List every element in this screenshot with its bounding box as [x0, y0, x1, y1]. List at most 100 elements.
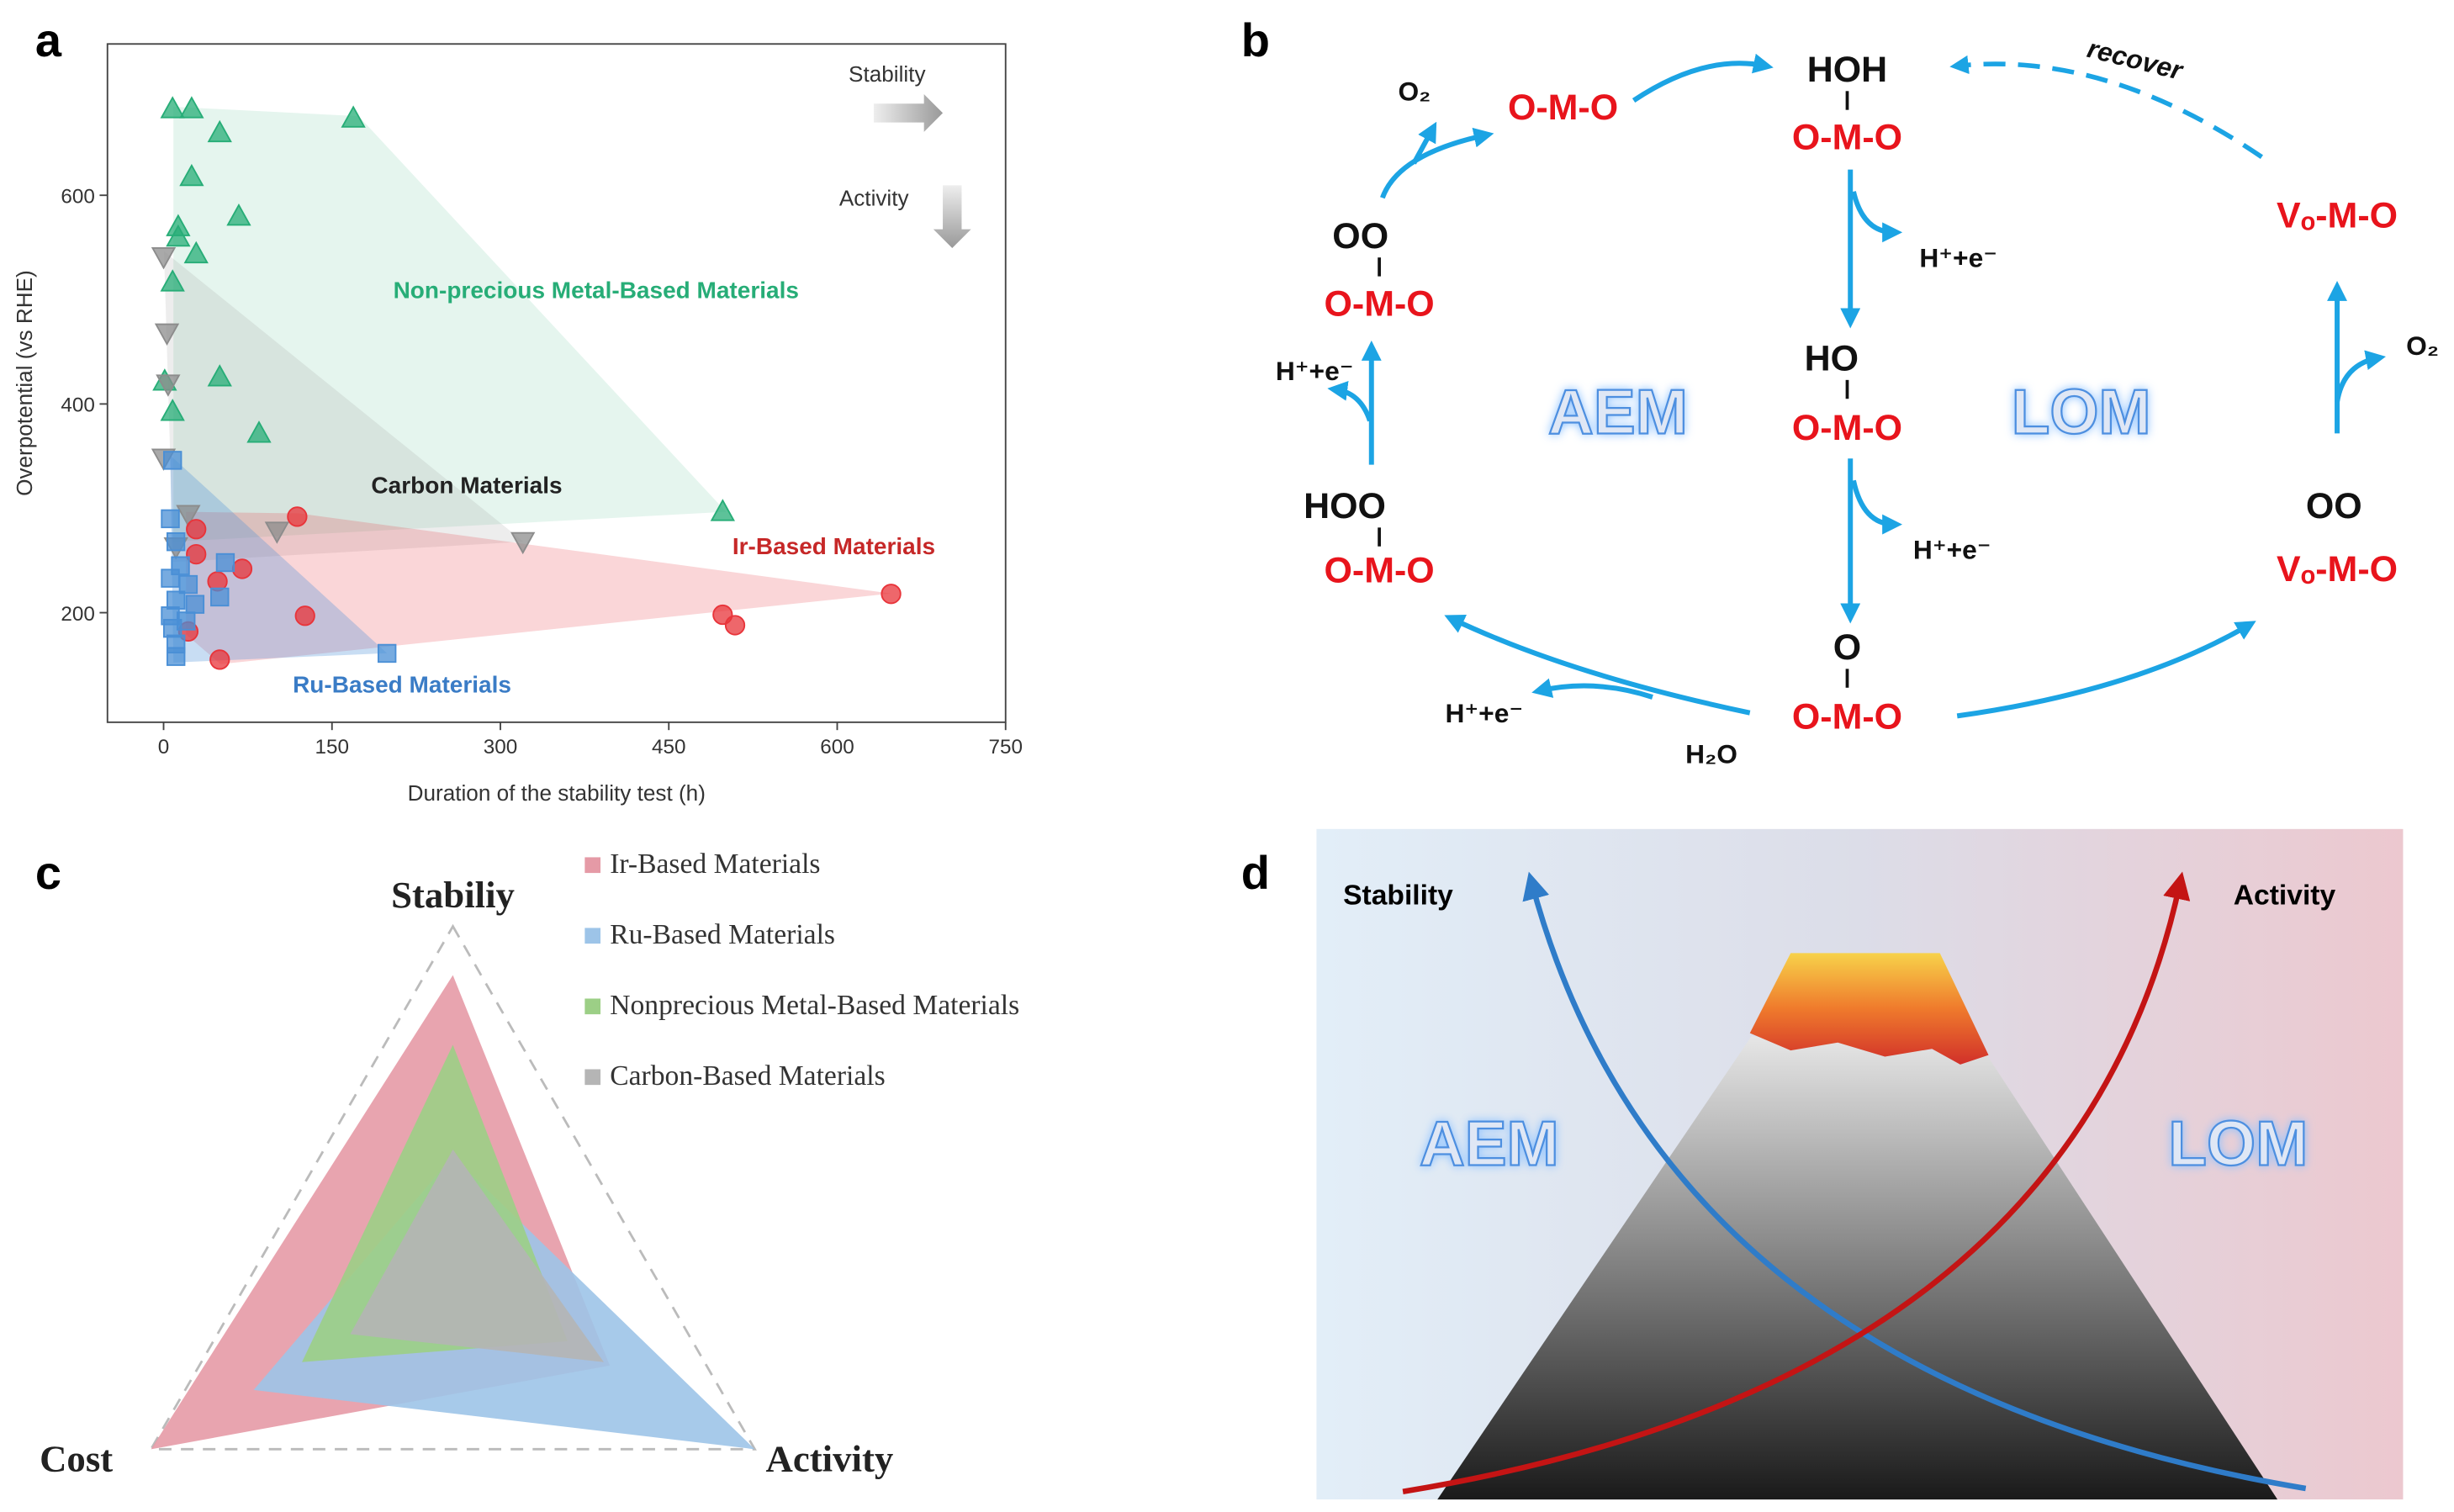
region-label: AEM — [1420, 1108, 1559, 1178]
point — [160, 269, 185, 292]
point — [179, 96, 204, 119]
point — [210, 587, 230, 607]
panel-b: b AEM LOM HOH O-M-O HO O-M-O O O-M-O HOO… — [1241, 13, 2439, 769]
species: O-M-O — [1792, 117, 1902, 157]
arrow — [1851, 479, 1903, 535]
x-tick-label: 750 — [988, 736, 1023, 759]
species: HOH — [1807, 50, 1887, 90]
y-axis-label: Overpotential (vs RHE) — [12, 270, 37, 496]
trend-label: Stability — [1343, 880, 1453, 911]
point — [710, 499, 735, 521]
region — [186, 511, 891, 664]
point — [207, 364, 232, 387]
point — [264, 521, 290, 544]
point — [215, 552, 235, 573]
panel-c: c Ir-Based Materials Ru-Based Materials No… — [35, 846, 1019, 1480]
point — [246, 420, 272, 443]
byproduct: H₂O — [1685, 738, 1737, 769]
species: Vₒ-M-O — [2277, 549, 2398, 589]
x-tick-label: 450 — [652, 736, 686, 759]
stability-curve — [1522, 871, 2307, 1492]
arrow — [1380, 127, 1494, 199]
legend-label: Ru-Based Materials — [610, 919, 835, 950]
species: O-M-O — [1325, 551, 1435, 591]
annotation: Activity — [839, 186, 910, 211]
byproduct: H⁺+e⁻ — [1276, 356, 1354, 386]
mechanism: AEM — [1548, 376, 1688, 447]
point — [160, 96, 185, 119]
axis-label: Cost — [40, 1437, 113, 1479]
y-tick-label: 600 — [61, 186, 95, 209]
byproduct: O₂ — [2406, 330, 2439, 361]
arrow — [933, 185, 971, 248]
point — [151, 247, 177, 270]
byproduct: H⁺+e⁻ — [1919, 242, 1997, 272]
region — [173, 106, 727, 542]
legend-swatch — [584, 1069, 601, 1086]
region — [163, 251, 524, 563]
point — [162, 618, 182, 638]
panel-label: d — [1241, 846, 1270, 899]
legend-label: Carbon-Based Materials — [610, 1060, 885, 1092]
legend-label: Ir-Based Materials — [610, 849, 820, 880]
point — [154, 323, 180, 346]
point — [186, 543, 207, 565]
radar-area — [350, 1149, 605, 1362]
point — [294, 605, 315, 626]
region — [170, 455, 388, 663]
panel-label: a — [35, 13, 62, 66]
point — [724, 615, 746, 636]
point — [156, 374, 181, 397]
plot-frame — [106, 43, 1007, 723]
byproduct: O₂ — [1399, 76, 1431, 106]
arrow — [1851, 191, 1903, 243]
arrow — [1956, 621, 2256, 719]
arrow — [1632, 53, 1774, 103]
legend-label: Nonprecious Metal-Based Materials — [610, 990, 1019, 1021]
axis-label: Activity — [766, 1437, 894, 1479]
point — [377, 643, 397, 663]
volcano — [1437, 1036, 2278, 1500]
point — [167, 590, 186, 610]
legend-swatch — [584, 998, 601, 1015]
axis-label: Stabiliy — [391, 874, 515, 916]
species: OO — [1332, 216, 1388, 256]
series-label: Ir-Based Materials — [732, 533, 935, 559]
point — [166, 224, 191, 247]
panel-a: a Stability Activity Non-precious Metal-… — [12, 13, 1023, 806]
panel-d: d Stability Activity AEM LOM — [1241, 828, 2404, 1500]
point — [881, 584, 902, 605]
point — [176, 505, 201, 527]
point — [510, 531, 536, 555]
trend-label: Activity — [2234, 880, 2336, 911]
point — [226, 204, 251, 226]
point — [183, 241, 209, 264]
point — [341, 105, 366, 128]
point — [161, 568, 180, 588]
point — [162, 451, 182, 470]
lava — [1749, 953, 1989, 1065]
point — [179, 163, 204, 187]
species: O-M-O — [1325, 283, 1435, 324]
point — [287, 506, 308, 527]
activity-curve — [1402, 871, 2191, 1494]
byproduct: H⁺+e⁻ — [1913, 535, 1991, 565]
arrow — [1411, 121, 1437, 165]
point — [207, 119, 232, 143]
point — [209, 649, 230, 670]
series-label: Non-precious Metal-Based Materials — [394, 278, 799, 304]
point — [186, 519, 207, 540]
point — [160, 399, 185, 421]
point — [167, 531, 186, 552]
species: HO — [1805, 339, 1859, 379]
arrow — [1949, 55, 2263, 160]
point — [167, 647, 186, 666]
arrow — [1531, 678, 1653, 700]
species: O-M-O — [1508, 87, 1618, 128]
legend-swatch — [584, 928, 601, 944]
point — [161, 509, 180, 529]
arrow — [1327, 380, 1372, 422]
point — [185, 595, 205, 614]
byproduct: H⁺+e⁻ — [1446, 698, 1524, 728]
